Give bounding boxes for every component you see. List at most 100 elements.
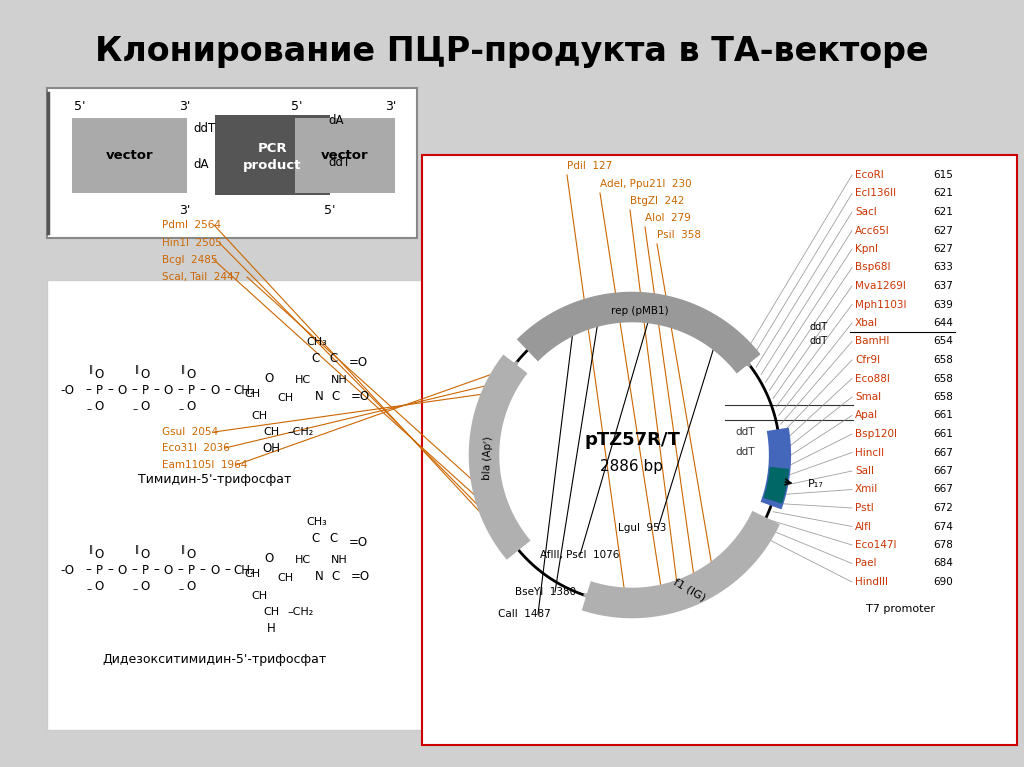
Text: XbaI: XbaI [855,318,879,328]
Text: -O: -O [60,564,74,577]
Text: O: O [140,548,150,561]
Text: SacI: SacI [855,207,877,217]
Text: O: O [140,580,150,592]
Text: vector: vector [322,149,369,162]
Text: ddT: ddT [193,121,215,134]
Text: C: C [311,351,319,364]
Text: Mva1269I: Mva1269I [855,281,906,291]
Text: ddT: ddT [810,322,828,332]
Text: CH: CH [251,591,267,601]
Text: PCR: PCR [258,143,288,156]
Text: O: O [94,367,103,380]
Text: C: C [329,351,337,364]
Text: BcgI  2485: BcgI 2485 [162,255,217,265]
Text: –: – [177,384,183,397]
Text: 672: 672 [933,503,953,513]
Text: –: – [86,404,91,414]
Text: 678: 678 [933,540,953,550]
Text: Тимидин-5'-трифосфат: Тимидин-5'-трифосфат [138,473,291,486]
Text: –: – [224,564,230,577]
Text: BtgZI  242: BtgZI 242 [630,196,684,206]
Text: Hin1I  2505: Hin1I 2505 [162,238,222,248]
Text: 658: 658 [933,392,953,402]
Text: ‖: ‖ [181,545,185,555]
Text: 615: 615 [933,170,953,180]
Text: P₁₇: P₁₇ [807,479,823,489]
Text: dA: dA [193,159,209,172]
Text: 637: 637 [933,281,953,291]
Text: –: – [153,384,159,397]
Text: =O: =O [351,570,370,582]
Text: SaII: SaII [855,466,874,476]
Text: CH: CH [263,607,280,617]
Text: –: – [132,584,137,594]
Text: CH₂: CH₂ [233,564,255,577]
Text: product: product [244,159,302,172]
Text: PaeI: PaeI [855,558,877,568]
Text: rep (pMB1): rep (pMB1) [610,306,669,316]
Text: O: O [210,564,219,577]
Text: 2886 bp: 2886 bp [600,459,664,475]
Text: ScaI, TaiI  2447: ScaI, TaiI 2447 [162,272,241,282]
Text: ddT: ddT [735,427,755,437]
Text: –: – [85,564,91,577]
Text: vector: vector [105,149,154,162]
Text: CH₃: CH₃ [306,517,328,527]
Text: –: – [153,564,159,577]
Text: 5': 5' [325,203,336,216]
Text: 5': 5' [75,100,86,114]
Text: 658: 658 [933,374,953,384]
Text: NH: NH [331,555,347,565]
Text: HC: HC [295,555,311,565]
Text: KpnI: KpnI [855,244,878,254]
Text: 658: 658 [933,355,953,365]
Text: HindIII: HindIII [855,577,888,587]
Text: NH: NH [331,375,347,385]
Text: N: N [314,390,324,403]
FancyBboxPatch shape [422,155,1017,745]
Text: dA: dA [328,114,343,127]
Text: Mph1103I: Mph1103I [855,299,906,310]
Text: –: – [224,384,230,397]
Text: O: O [164,564,173,577]
Text: 661: 661 [933,429,953,439]
Text: P: P [95,384,102,397]
Text: CH: CH [276,393,293,403]
Text: PsiI  358: PsiI 358 [657,230,701,240]
Text: pTZ57R/T: pTZ57R/T [584,431,680,449]
Text: O: O [94,580,103,592]
Text: O: O [94,548,103,561]
Text: O: O [186,548,196,561]
Text: ‖: ‖ [89,545,93,555]
Text: -O: -O [60,384,74,397]
Text: OH: OH [262,442,280,455]
Text: BseYI  1380: BseYI 1380 [515,587,577,597]
Text: ‖: ‖ [181,366,185,374]
Text: HC: HC [295,375,311,385]
Text: Eco147I: Eco147I [855,540,896,550]
Text: –: – [199,564,205,577]
Text: 621: 621 [933,207,953,217]
Text: Дидезокситимидин-5'-трифосфат: Дидезокситимидин-5'-трифосфат [102,653,327,667]
Text: f1 (IG): f1 (IG) [672,576,707,603]
Text: CH₃: CH₃ [306,337,328,347]
Text: 3': 3' [179,100,190,114]
Text: HincII: HincII [855,447,884,457]
Text: Клонирование ПЦР-продукта в ТА-векторе: Клонирование ПЦР-продукта в ТА-векторе [95,35,929,68]
Text: 654: 654 [933,337,953,347]
Text: –CH₂: –CH₂ [287,607,313,617]
Text: 674: 674 [933,522,953,532]
Text: P: P [187,384,195,397]
Text: –CH₂: –CH₂ [287,427,313,437]
FancyBboxPatch shape [295,118,395,193]
FancyBboxPatch shape [72,118,187,193]
Text: CH: CH [276,573,293,583]
Text: AdeI, Ppu21I  230: AdeI, Ppu21I 230 [600,179,691,189]
Text: –: – [108,384,113,397]
Text: O: O [186,367,196,380]
Text: Eco88I: Eco88I [855,374,890,384]
Text: PdiI  127: PdiI 127 [567,161,612,171]
Text: O: O [94,400,103,413]
Text: ddT: ddT [735,447,755,457]
Text: –: – [86,584,91,594]
